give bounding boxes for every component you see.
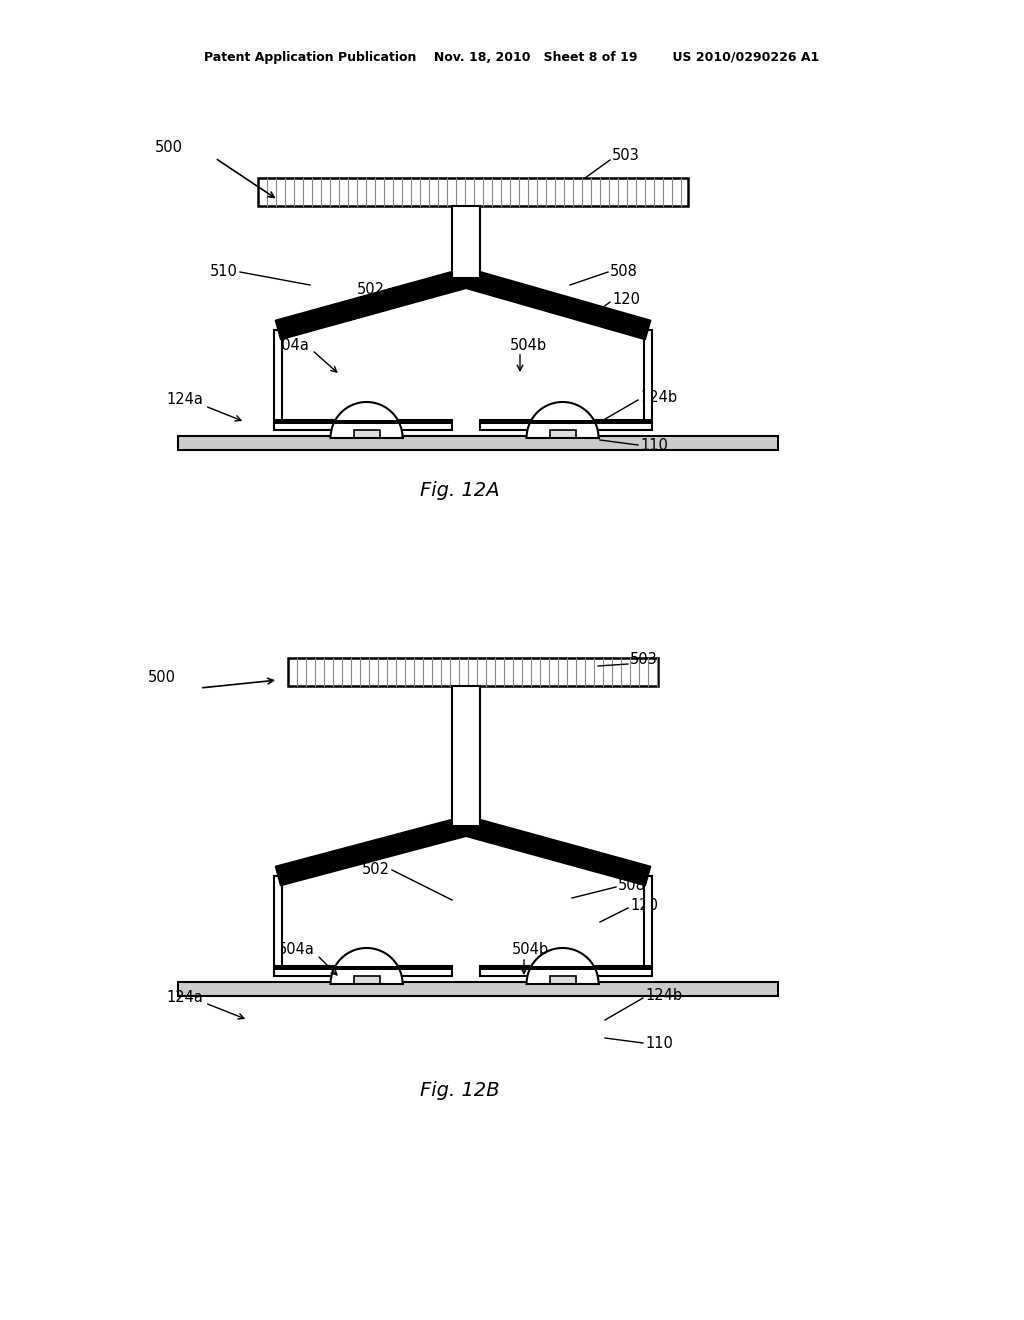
Bar (644, 330, 652, 420)
Text: 500: 500 (148, 671, 176, 685)
Text: Fig. 12A: Fig. 12A (420, 480, 500, 499)
Bar (274, 420, 452, 430)
Text: 124a: 124a (166, 990, 203, 1006)
Text: 508: 508 (618, 878, 646, 892)
Text: 504b: 504b (512, 942, 549, 957)
Text: 110: 110 (645, 1035, 673, 1051)
Text: 500: 500 (155, 140, 183, 156)
Polygon shape (526, 948, 599, 983)
Polygon shape (463, 268, 650, 339)
Text: 124b: 124b (645, 989, 682, 1003)
Bar (353, 430, 380, 438)
Text: 502: 502 (357, 282, 385, 297)
Text: 503: 503 (612, 148, 640, 162)
Text: Fig. 12B: Fig. 12B (420, 1081, 500, 1100)
Text: 504b: 504b (510, 338, 547, 352)
Polygon shape (331, 403, 402, 438)
Bar (274, 966, 452, 970)
Text: 120: 120 (630, 898, 658, 912)
Bar (274, 330, 282, 420)
Bar (353, 975, 380, 983)
Text: 110: 110 (640, 437, 668, 453)
Bar (274, 876, 282, 966)
Polygon shape (331, 948, 402, 983)
Text: 124a: 124a (166, 392, 203, 408)
Bar (480, 966, 652, 975)
Polygon shape (275, 268, 469, 339)
Bar (550, 975, 575, 983)
Bar (178, 436, 778, 450)
Text: 504a: 504a (279, 942, 315, 957)
Text: Patent Application Publication    Nov. 18, 2010   Sheet 8 of 19        US 2010/0: Patent Application Publication Nov. 18, … (205, 51, 819, 65)
Bar (550, 430, 575, 438)
Bar (178, 982, 778, 997)
Bar (480, 966, 652, 970)
Text: 124b: 124b (640, 391, 677, 405)
Bar (480, 420, 652, 424)
Polygon shape (275, 816, 469, 886)
Bar (288, 657, 658, 686)
Bar (452, 206, 480, 279)
Polygon shape (526, 403, 599, 438)
Text: 502: 502 (362, 862, 390, 878)
Bar (644, 876, 652, 966)
Bar (258, 178, 688, 206)
Text: 510: 510 (210, 264, 238, 280)
Bar (274, 966, 452, 975)
Polygon shape (463, 816, 650, 886)
Text: 120: 120 (612, 293, 640, 308)
Bar (274, 420, 452, 424)
Text: 508: 508 (610, 264, 638, 280)
Bar (452, 686, 480, 826)
Text: 503: 503 (630, 652, 657, 668)
Text: 504a: 504a (273, 338, 310, 352)
Bar (480, 420, 652, 430)
